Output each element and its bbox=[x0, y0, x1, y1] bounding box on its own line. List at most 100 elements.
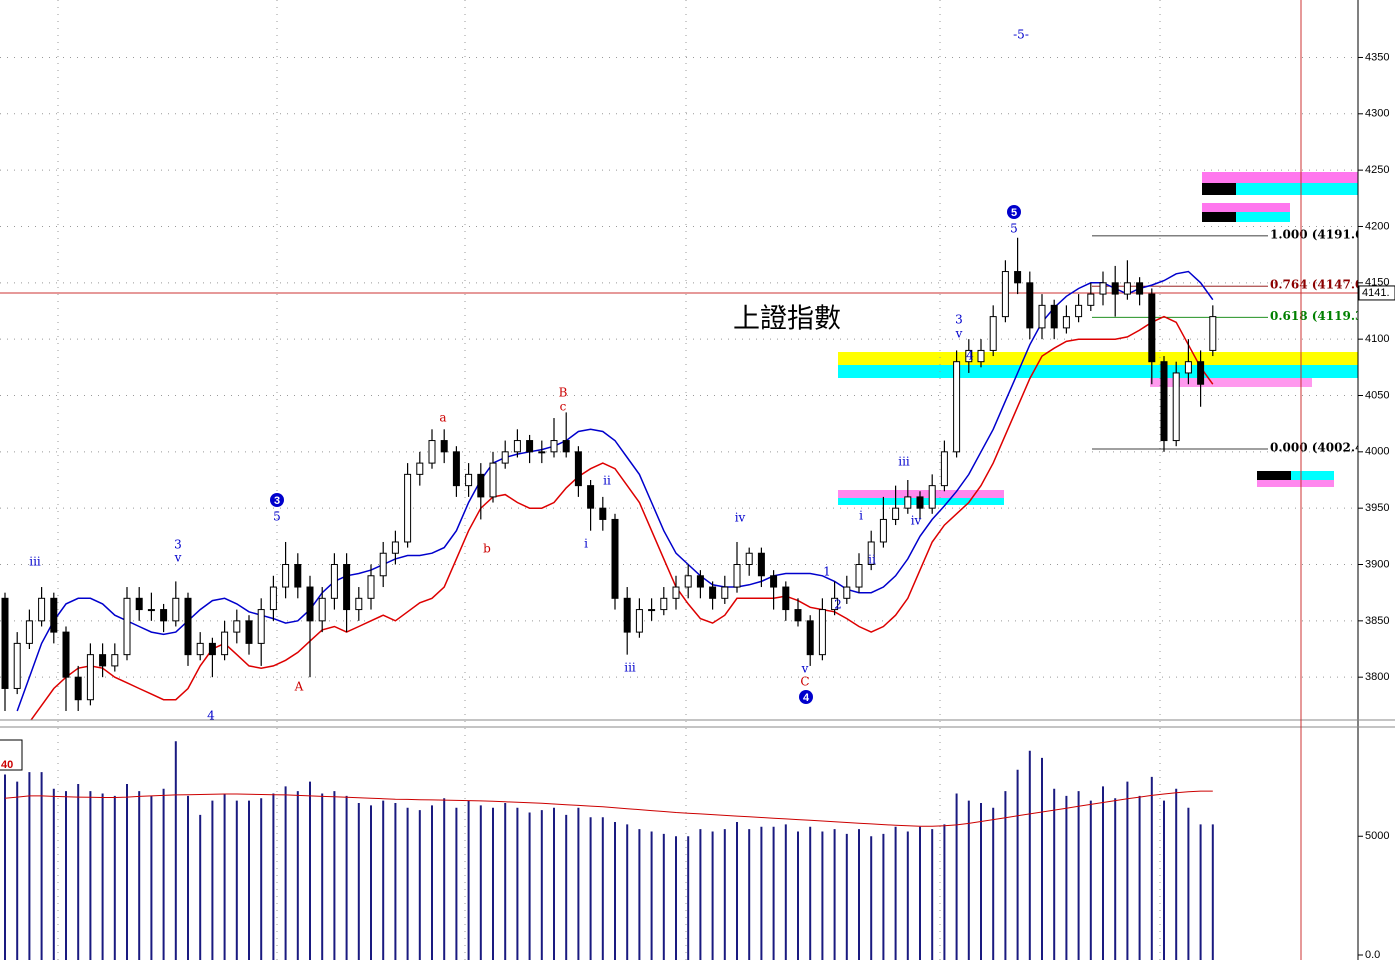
volume-bar bbox=[955, 793, 958, 960]
candle-body bbox=[477, 473, 485, 498]
volume-bar bbox=[150, 795, 153, 960]
volume-bar bbox=[492, 807, 494, 960]
candle-body bbox=[62, 631, 70, 678]
candle-body bbox=[1160, 361, 1168, 442]
axis: 3800385039003950400040504100415042004250… bbox=[1358, 51, 1395, 960]
candle-body bbox=[1062, 316, 1070, 329]
candle-body bbox=[428, 440, 436, 464]
wave-label: 3 bbox=[174, 538, 182, 552]
wave-label: iii bbox=[29, 555, 41, 569]
candle-body bbox=[1123, 282, 1131, 295]
candle-body bbox=[562, 440, 570, 453]
candle-body bbox=[782, 586, 790, 611]
candle-body bbox=[294, 564, 302, 588]
volume-bar bbox=[345, 795, 348, 960]
volume-bar bbox=[650, 831, 653, 960]
wave-circle bbox=[799, 690, 813, 704]
volume-bar bbox=[992, 807, 995, 960]
candle-body bbox=[135, 597, 143, 611]
candle-body bbox=[1038, 304, 1046, 329]
volume-bar bbox=[296, 791, 299, 960]
candle-body bbox=[538, 451, 546, 454]
volume-bar bbox=[1138, 795, 1141, 960]
candle-body bbox=[330, 564, 338, 599]
candle-body bbox=[318, 597, 326, 622]
candle-body bbox=[879, 518, 887, 543]
volume-bar bbox=[1053, 788, 1056, 960]
candle-body bbox=[269, 586, 277, 611]
volume-bar bbox=[540, 810, 543, 960]
volume-tick-label: 5000 bbox=[1365, 830, 1389, 842]
volume-bar bbox=[4, 774, 6, 960]
volume-bar bbox=[28, 772, 31, 960]
candle-body bbox=[611, 518, 619, 599]
volume-bar bbox=[687, 836, 690, 960]
candle-body bbox=[172, 597, 180, 622]
candle-body bbox=[86, 654, 94, 701]
candle-body bbox=[965, 349, 973, 363]
y-tick-label: 4350 bbox=[1365, 51, 1389, 63]
candle-body bbox=[684, 575, 692, 588]
wave-label: 4 bbox=[966, 349, 974, 363]
zone bbox=[1257, 471, 1334, 480]
candle-body bbox=[855, 564, 863, 588]
volume-bar bbox=[479, 805, 482, 960]
candle-body bbox=[416, 462, 424, 475]
volume-bar bbox=[235, 800, 238, 960]
candle-body bbox=[465, 473, 473, 487]
volume-bar bbox=[1187, 807, 1190, 960]
candle-body bbox=[1111, 282, 1119, 295]
y-tick-label: 3850 bbox=[1365, 615, 1389, 627]
candle-body bbox=[355, 597, 363, 611]
volume-bar bbox=[784, 824, 787, 960]
wave-label: a bbox=[439, 411, 446, 425]
candle-body bbox=[977, 349, 985, 363]
candle-body bbox=[794, 609, 802, 622]
candle-body bbox=[1050, 304, 1058, 329]
volume-bar bbox=[894, 826, 897, 960]
candle-body bbox=[672, 586, 680, 599]
y-tick-label: 3950 bbox=[1365, 502, 1389, 514]
wave-label: v bbox=[955, 327, 963, 341]
candle-body bbox=[257, 609, 265, 644]
volume-label-box bbox=[0, 739, 23, 771]
wave-label: i bbox=[584, 537, 588, 551]
wave-label: 3 bbox=[274, 495, 280, 507]
fib-label: 0.618 (4119.39 bbox=[1270, 309, 1372, 323]
volume-bar bbox=[16, 781, 19, 960]
candle-body bbox=[245, 620, 253, 644]
wave-label: 4 bbox=[207, 709, 215, 723]
volume-bar bbox=[967, 800, 970, 960]
volume-bar bbox=[174, 741, 177, 960]
wave-label: 2 bbox=[834, 598, 842, 612]
volume-bar bbox=[199, 814, 202, 960]
volume-bar bbox=[357, 803, 360, 960]
candle-body bbox=[391, 541, 399, 554]
zone bbox=[838, 490, 1004, 498]
candle-body bbox=[696, 575, 704, 588]
volume-bar bbox=[101, 793, 104, 960]
volume-bar bbox=[528, 812, 531, 960]
candle-body bbox=[1172, 372, 1180, 442]
zone bbox=[838, 352, 1358, 365]
candle-body bbox=[1026, 282, 1034, 329]
candle-body bbox=[404, 473, 412, 543]
candle-body bbox=[843, 586, 851, 599]
candle-body bbox=[379, 552, 387, 577]
wave-label: iii bbox=[624, 661, 636, 675]
volume-bar bbox=[1065, 795, 1068, 960]
wave-label: iii bbox=[898, 455, 910, 469]
candle-body bbox=[147, 609, 155, 612]
volume-bar bbox=[809, 826, 812, 960]
candle-body bbox=[1, 597, 9, 689]
volume-bar bbox=[577, 807, 580, 960]
candle-body bbox=[123, 597, 131, 656]
candle-body bbox=[574, 451, 582, 487]
volume-bar bbox=[723, 829, 726, 960]
candle-body bbox=[1087, 293, 1095, 306]
volume-bar bbox=[748, 829, 751, 960]
volume-bar bbox=[601, 817, 604, 960]
candle-body bbox=[1075, 304, 1083, 318]
volume-bar bbox=[370, 805, 372, 960]
